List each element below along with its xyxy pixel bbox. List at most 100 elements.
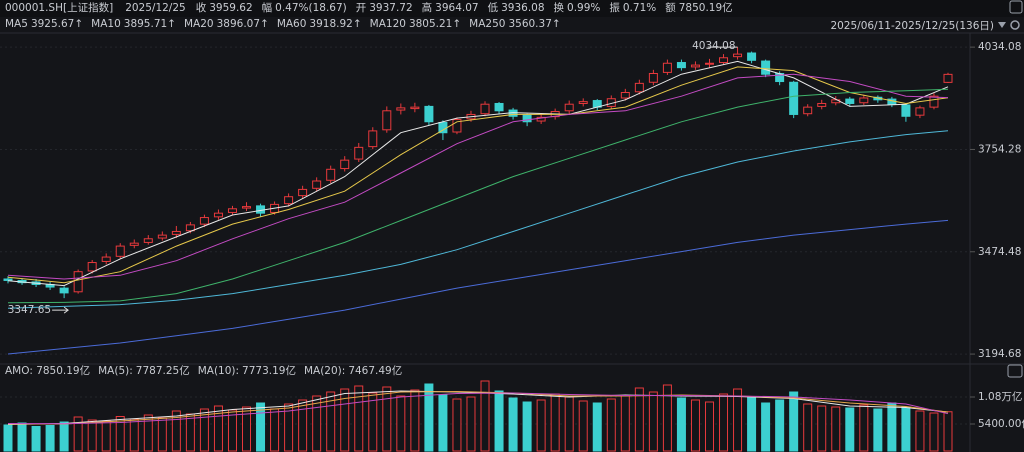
candle-body [101,256,111,262]
candle-body [143,238,153,243]
y-tick-label: 4034.08 [978,41,1021,53]
range-label[interactable]: 2025/06/11-2025/12/25(136日) [830,20,994,32]
legend-value: 7773.19亿 [242,364,296,377]
field-value: 3936.08 [501,2,544,14]
field-label: 幅 [262,1,273,14]
candle-body [690,64,700,68]
candle-body [943,73,953,83]
candle-body [859,97,869,104]
field-value: 3959.62 [209,2,252,14]
ma-line [7,66,949,284]
volume-bar [704,401,714,452]
y-tick-label: 5400.00亿 [978,417,1024,430]
ma-line [7,60,949,287]
candle-body [340,159,350,170]
volume-bar [789,391,799,452]
volume-bar [873,408,883,452]
field-label: 低 [488,1,499,14]
volume-bar [101,420,111,452]
volume-bar [550,393,560,452]
candle-body [578,101,588,104]
legend-value: 3896.07↑ [217,18,269,30]
volume-bar [466,396,476,452]
field-value: 3937.72 [369,2,412,14]
candle-body [704,62,714,65]
legend-name: MA60 [277,18,307,30]
volume-bar [620,395,630,452]
volume-bar [901,406,911,452]
volume-bar [256,402,266,452]
volume-bar [831,406,841,452]
candle-body [620,92,630,99]
dropdown-icon[interactable] [998,22,1006,28]
legend-name: MA10 [91,18,121,30]
volume-bar [242,406,252,452]
legend-value: 7467.49亿 [348,364,402,377]
y-tick-label: 3474.48 [978,246,1021,258]
volume-bar [129,418,139,452]
candle-body [368,130,378,148]
header-bar [0,0,1024,17]
ma-line [7,130,949,309]
volume-bar [578,400,588,452]
volume-bar [803,403,813,452]
volume-bar [368,392,378,452]
candle-body [199,217,209,225]
field-label: 开 [356,2,367,14]
y-tick-label: 1.08万亿 [978,390,1022,403]
volume-bar [690,399,700,452]
legend-value: 7787.25亿 [136,364,190,377]
legend-name: MA250 [469,18,505,30]
field-label: 高 [422,1,433,14]
ma-line [7,73,949,280]
candle-body [87,262,97,272]
legend-name: MA(10): [198,365,239,377]
settings-icon[interactable] [1010,20,1020,30]
candle-body [901,104,911,117]
candle-body [803,106,813,115]
field-value: 0.99% [567,2,600,14]
candle-body [452,119,462,133]
volume-bar [410,389,420,452]
volume-bar [396,395,406,452]
volume-bar [382,386,392,452]
legend-name: MA(5): [98,365,133,377]
field-value: 0.71% [623,2,656,14]
field-value: 3964.07 [435,2,478,14]
volume-bar [31,426,41,452]
volume-bar [733,388,743,452]
volume-bar [354,385,364,452]
volume-bar [298,399,308,452]
peak-label: 4034.08 [692,40,735,52]
candle-body [312,180,322,189]
volume-bar [522,401,532,452]
legend-value: 3918.92↑ [309,18,361,30]
volume-bar [536,399,546,452]
candle-body [522,114,532,123]
menu-icon[interactable] [1009,0,1023,14]
volume-bar [747,396,757,452]
y-tick-label: 3194.68 [978,348,1021,360]
candle-body [480,103,490,115]
ma-line [7,88,949,304]
volume-bar [564,396,574,452]
candle-body [298,188,308,197]
symbol: 000001.SH[上证指数] [5,1,113,14]
volume-bar [270,408,280,452]
volume-bar [326,391,336,452]
menu-icon[interactable] [1007,364,1023,378]
candle-body [747,52,757,61]
legend-value: 3925.67↑ [31,18,83,30]
volume-bar [648,391,658,452]
candle-body [845,98,855,104]
legend-name: MA(20): [304,365,345,377]
volume-bar [227,409,237,452]
volume-bar [606,398,616,452]
volume-bar [59,421,69,452]
ma-line [7,219,949,355]
y-tick-label: 3754.28 [978,143,1021,155]
volume-bar [817,405,827,452]
